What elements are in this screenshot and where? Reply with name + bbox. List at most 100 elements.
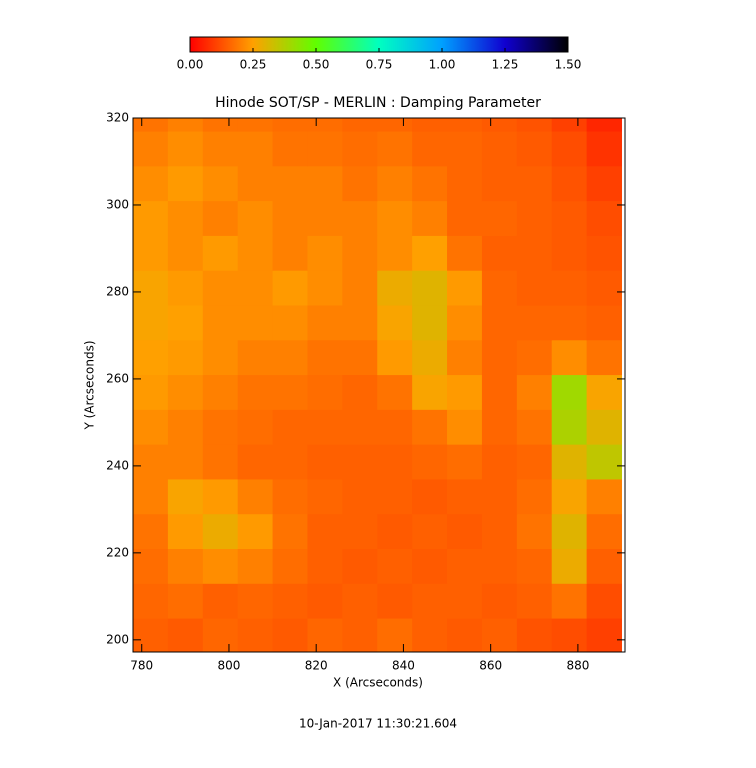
- heatmap-cell: [516, 165, 553, 202]
- heatmap-cell: [551, 131, 588, 167]
- heatmap-cell: [167, 583, 204, 619]
- heatmap-cell: [586, 131, 623, 167]
- heatmap-cell: [412, 444, 448, 480]
- heatmap-cell: [272, 131, 308, 167]
- heatmap-cell: [481, 200, 518, 236]
- heatmap-cell: [377, 270, 413, 306]
- heatmap-cell: [377, 444, 413, 480]
- heatmap-cell: [551, 513, 588, 550]
- y-tick-label: 240: [106, 458, 129, 472]
- heatmap-cell: [551, 444, 588, 480]
- heatmap-cell: [551, 235, 588, 271]
- heatmap-cell: [481, 618, 518, 652]
- heatmap-cell: [551, 165, 588, 202]
- heatmap-cell: [307, 339, 343, 376]
- heatmap-cell: [447, 548, 483, 584]
- heatmap-cell: [586, 583, 623, 619]
- heatmap-cell: [447, 513, 483, 550]
- heatmap-cell: [516, 444, 553, 480]
- heatmap-cell: [202, 548, 239, 584]
- heatmap-cell: [272, 583, 308, 619]
- heatmap-cell: [586, 513, 623, 550]
- heatmap-cell: [586, 618, 623, 652]
- heatmap-cell: [237, 339, 274, 376]
- heatmap-cell: [377, 618, 413, 652]
- heatmap-cell: [377, 200, 413, 236]
- x-tick-label: 840: [392, 659, 415, 673]
- heatmap-cell: [202, 270, 239, 306]
- colorbar-tick-label: 0.25: [240, 58, 267, 72]
- heatmap-cell: [133, 513, 169, 550]
- heatmap-cell: [133, 548, 169, 584]
- heatmap-cell: [412, 583, 448, 619]
- heatmap-cell: [237, 304, 274, 341]
- heatmap-cell: [516, 270, 553, 306]
- heatmap-cell: [237, 618, 274, 652]
- heatmap-cell: [551, 270, 588, 306]
- y-tick-label: 260: [106, 371, 129, 385]
- heatmap-cell: [202, 409, 239, 445]
- heatmap-cell: [237, 548, 274, 584]
- y-tick-label: 220: [106, 545, 129, 559]
- heatmap-cell: [133, 444, 169, 480]
- heatmap-cell: [447, 118, 483, 132]
- heatmap-cell: [481, 131, 518, 167]
- heatmap-cell: [237, 270, 274, 306]
- heatmap-cell: [586, 235, 623, 271]
- heatmap-cell: [133, 270, 169, 306]
- heatmap-cell: [412, 131, 448, 167]
- heatmap-cell: [307, 165, 343, 202]
- x-tick-label: 880: [566, 659, 589, 673]
- heatmap-cell: [342, 235, 378, 271]
- heatmap-cell: [167, 270, 204, 306]
- heatmap-cell: [307, 235, 343, 271]
- heatmap-cell: [342, 478, 378, 515]
- heatmap-cell: [202, 304, 239, 341]
- heatmap-cell: [133, 409, 169, 445]
- heatmap-cell: [377, 409, 413, 445]
- heatmap-cell: [307, 200, 343, 236]
- heatmap-cell: [307, 409, 343, 445]
- heatmap-cell: [551, 374, 588, 410]
- heatmap-cell: [272, 444, 308, 480]
- heatmap-cell: [412, 548, 448, 584]
- heatmap-cell: [481, 478, 518, 515]
- heatmap-cell: [342, 131, 378, 167]
- heatmap-cell: [167, 374, 204, 410]
- heatmap-cell: [586, 444, 623, 480]
- heatmap-cell: [307, 548, 343, 584]
- plot-frame: [132, 117, 626, 653]
- heatmap-cell: [586, 304, 623, 341]
- heatmap-cell: [481, 165, 518, 202]
- heatmap-cell: [516, 583, 553, 619]
- heatmap-cell: [377, 548, 413, 584]
- heatmap-cell: [447, 200, 483, 236]
- heatmap-cell: [447, 270, 483, 306]
- heatmap-cell: [342, 304, 378, 341]
- heatmap-cell: [307, 304, 343, 341]
- heatmap-cell: [586, 409, 623, 445]
- heatmap-cell: [447, 131, 483, 167]
- heatmap-cell: [447, 374, 483, 410]
- heatmap-cell: [551, 304, 588, 341]
- heatmap-cell: [133, 165, 169, 202]
- y-tick-label: 320: [106, 111, 129, 125]
- heatmap-cell: [167, 200, 204, 236]
- heatmap-cell: [447, 339, 483, 376]
- y-tick-label: 200: [106, 632, 129, 646]
- heatmap-cell: [202, 200, 239, 236]
- heatmap-cell: [202, 478, 239, 515]
- heatmap-cell: [307, 131, 343, 167]
- heatmap-cell: [167, 339, 204, 376]
- heatmap-cell: [481, 235, 518, 271]
- heatmap-cell: [447, 478, 483, 515]
- heatmap-cell: [202, 444, 239, 480]
- heatmap-cell: [516, 131, 553, 167]
- heatmap-cell: [133, 583, 169, 619]
- heatmap-cell: [237, 444, 274, 480]
- heatmap-cell: [551, 478, 588, 515]
- heatmap-cell: [447, 409, 483, 445]
- heatmap-cell: [377, 339, 413, 376]
- heatmap-cell: [551, 618, 588, 652]
- heatmap-cell: [447, 444, 483, 480]
